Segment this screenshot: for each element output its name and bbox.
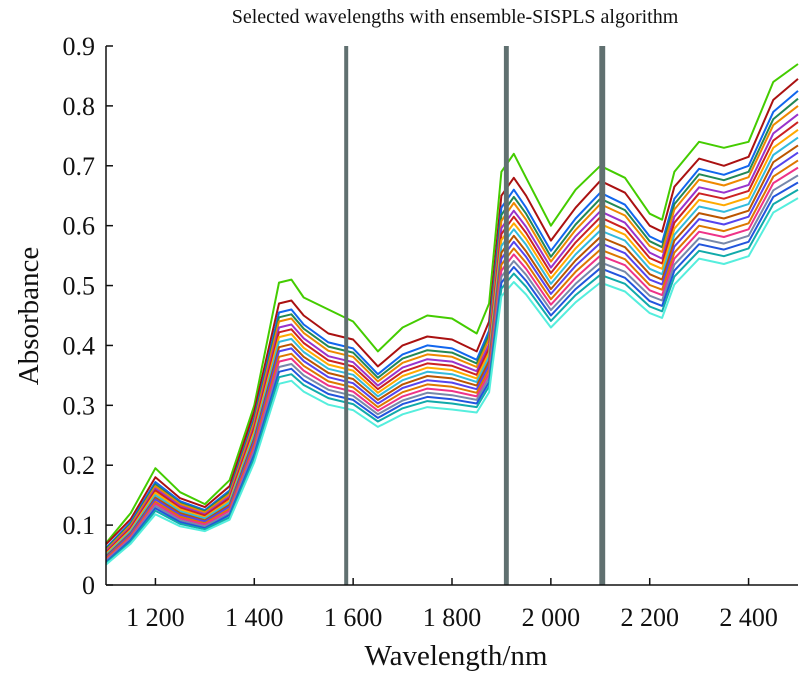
x-tick-label: 1 400 [225,603,284,632]
x-tick-label: 2 400 [719,603,778,632]
y-tick-label: 0.3 [63,391,96,420]
spectrum-line-2 [105,78,799,545]
spectrum-line-15 [105,181,799,563]
selected-band-2 [503,46,509,585]
x-axis-label: Wavelength/nm [365,640,548,672]
chart-title: Selected wavelengths with ensemble-SISPL… [232,6,679,28]
spectrum-line-5 [105,105,799,551]
y-tick-label: 0.2 [63,451,96,480]
y-tick-label: 0.6 [63,212,96,241]
y-tick-label: 0.7 [63,152,96,181]
x-tick-label: 2 200 [620,603,679,632]
selected-band-1 [344,46,349,585]
y-tick-label: 0.8 [63,92,96,121]
x-tick-label: 2 000 [522,603,581,632]
x-tick-label: 1 600 [324,603,383,632]
y-tick-label: 0 [82,571,95,600]
y-tick-label: 0.9 [63,32,96,61]
selected-band-3 [599,46,606,585]
ticks-layer: 0 0.1 0.2 0.3 0.4 0.5 0.6 0.7 0.8 0.9 1 200 1 400 1 … [63,32,778,632]
series-layer [105,63,799,566]
y-tick-label: 0.1 [63,511,96,540]
spectrum-line-17 [105,197,799,566]
y-tick-label: 0.5 [63,272,96,301]
x-tick-label: 1 800 [423,603,482,632]
spectrum-line-11 [105,151,799,559]
selected-bands-layer [344,46,606,585]
y-tick-label: 0.4 [63,331,96,360]
spectrum-line-13 [105,166,799,561]
spectrum-line-4 [105,97,799,550]
spectrum-line-16 [105,188,799,565]
y-axis-label: Absorbance [13,247,45,386]
spectrum-line-1 [105,63,799,544]
x-tick-label: 1 200 [126,603,185,632]
